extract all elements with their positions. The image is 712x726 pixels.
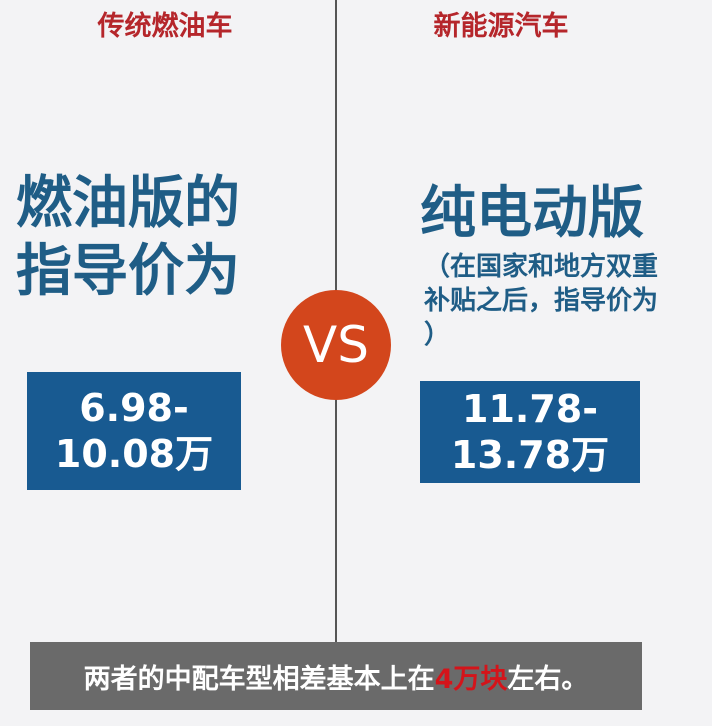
summary-text-end: 左右。 [507, 663, 589, 695]
right-price-line: 11.78- [462, 387, 598, 431]
vs-badge: VS [281, 290, 391, 400]
right-subtitle-line: 补贴之后，指导价为 [424, 286, 659, 316]
left-title-line: 燃油版的 [16, 171, 240, 236]
right-title: 纯电动版 [420, 181, 644, 246]
left-header: 传统燃油车 [97, 11, 233, 42]
left-title: 燃油版的 指导价为 [16, 170, 240, 306]
summary-highlight: 4万块 [434, 663, 508, 695]
left-price-line: 6.98- [79, 386, 189, 430]
summary-bar: 两者的中配车型相差基本上在 4万块 左右。 [30, 642, 642, 710]
summary-text: 两者的中配车型相差基本上在 [83, 663, 435, 695]
right-price-line: 13.78万 [450, 433, 610, 477]
left-price-box: 6.98- 10.08万 [27, 372, 241, 490]
left-title-line: 指导价为 [16, 239, 240, 304]
right-price-box: 11.78- 13.78万 [420, 381, 640, 483]
right-subtitle: （在国家和地方双重 补贴之后，指导价为 ） [424, 250, 658, 352]
right-header: 新能源汽车 [433, 11, 569, 42]
left-price-line: 10.08万 [54, 432, 214, 476]
right-subtitle-line: ） [424, 320, 451, 350]
right-subtitle-line: （在国家和地方双重 [424, 252, 659, 282]
